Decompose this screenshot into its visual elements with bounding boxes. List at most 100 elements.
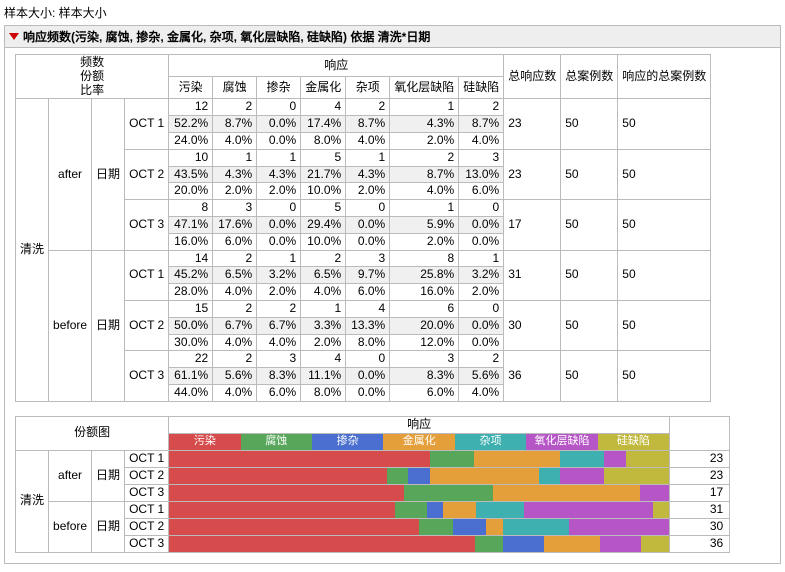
seg-腐蚀 [404,485,492,501]
cell-pct: 25.8% [390,267,459,284]
col-杂项: 杂项 [346,77,390,99]
seg-掺杂 [427,502,443,518]
total-resp: 36 [504,351,561,401]
seg-杂项 [560,451,603,467]
cell: 2 [390,149,459,166]
hdr-total-cases: 总案例数 [561,55,618,99]
chart-date-OCT 1: OCT 1 [125,450,169,467]
cell: 1 [390,200,459,217]
cell-row: 2.0% [390,233,459,250]
seg-氧化层缺陷 [560,468,603,484]
cell: 6 [390,300,459,317]
legend-金属化: 金属化 [383,434,454,450]
cell-pct: 61.1% [169,368,213,385]
cell-pct: 17.6% [213,216,257,233]
cell-row: 2.0% [390,132,459,149]
cell-row: 8.0% [301,132,346,149]
cell-pct: 20.0% [390,317,459,334]
cell: 8 [390,250,459,267]
total-cases: 50 [561,300,618,350]
cell-pct: 17.4% [301,116,346,133]
cell-pct: 4.3% [390,116,459,133]
cell-pct: 5.6% [213,368,257,385]
total-cases: 50 [561,351,618,401]
seg-掺杂 [503,536,545,552]
cell-pct: 45.2% [169,267,213,284]
cell: 0 [257,200,301,217]
seg-氧化层缺陷 [600,536,642,552]
chart-total: 17 [670,484,730,501]
cell: 3 [390,351,459,368]
cell: 10 [169,149,213,166]
cell-row: 6.0% [459,183,504,200]
cell-row: 28.0% [169,284,213,301]
hdr-share: 份额 [20,70,164,84]
date-OCT 3: OCT 3 [125,351,169,401]
cell: 3 [459,149,504,166]
cell: 0 [257,99,301,116]
cell-pct: 6.5% [301,267,346,284]
cell-row: 0.0% [346,233,390,250]
cell: 0 [346,200,390,217]
seg-氧化层缺陷 [569,519,669,535]
chart-bar [169,518,670,535]
hdr-share-chart: 份额图 [16,416,169,450]
cell-row: 2.0% [346,183,390,200]
cell: 5 [301,200,346,217]
seg-污染 [169,485,404,501]
chart-date-label: 日期 [92,450,125,501]
date-label: 日期 [92,250,125,401]
seg-金属化 [430,468,539,484]
cell-pct: 3.2% [257,267,301,284]
disclosure-triangle-icon[interactable] [9,33,19,40]
total-cases: 50 [561,99,618,149]
chart-total: 36 [670,535,730,552]
date-OCT 1: OCT 1 [125,250,169,300]
cell: 1 [213,149,257,166]
chart-bar [169,484,670,501]
cell-pct: 3.2% [459,267,504,284]
date-OCT 2: OCT 2 [125,300,169,350]
cell: 14 [169,250,213,267]
cell: 2 [213,99,257,116]
total-cases-resp: 50 [618,149,711,199]
cell-row: 2.0% [257,183,301,200]
total-cases: 50 [561,200,618,250]
section-header[interactable]: 响应频数(污染, 腐蚀, 掺杂, 金属化, 杂项, 氧化层缺陷, 硅缺陷) 依据… [4,25,781,48]
seg-硅缺陷 [641,536,669,552]
cell: 12 [169,99,213,116]
col-污染: 污染 [169,77,213,99]
cell: 1 [459,250,504,267]
cell-pct: 6.5% [213,267,257,284]
chart-date-label: 日期 [92,501,125,552]
total-cases-resp: 50 [618,300,711,350]
cell-row: 4.0% [301,284,346,301]
chart-bar [169,450,670,467]
cell-row: 16.0% [169,233,213,250]
cell-row: 2.0% [301,334,346,351]
cell-row: 4.0% [213,132,257,149]
chart-date-OCT 1: OCT 1 [125,501,169,518]
cell-row: 2.0% [213,183,257,200]
cell-pct: 0.0% [257,116,301,133]
cell-row: 6.0% [213,233,257,250]
chart-total: 30 [670,518,730,535]
total-cases-resp: 50 [618,250,711,300]
seg-氧化层缺陷 [640,485,669,501]
cell: 0 [459,200,504,217]
chart-date-OCT 2: OCT 2 [125,467,169,484]
cell: 8 [169,200,213,217]
total-resp: 31 [504,250,561,300]
total-resp: 30 [504,300,561,350]
total-resp: 17 [504,200,561,250]
cell-row: 4.0% [390,183,459,200]
cell-row: 20.0% [169,183,213,200]
cell-row: 6.0% [390,384,459,401]
hdr-response: 响应 [169,55,504,77]
cell-pct: 47.1% [169,216,213,233]
seg-掺杂 [408,468,430,484]
cell-pct: 4.3% [213,166,257,183]
cell-pct: 13.3% [346,317,390,334]
total-resp: 23 [504,99,561,149]
cell: 22 [169,351,213,368]
